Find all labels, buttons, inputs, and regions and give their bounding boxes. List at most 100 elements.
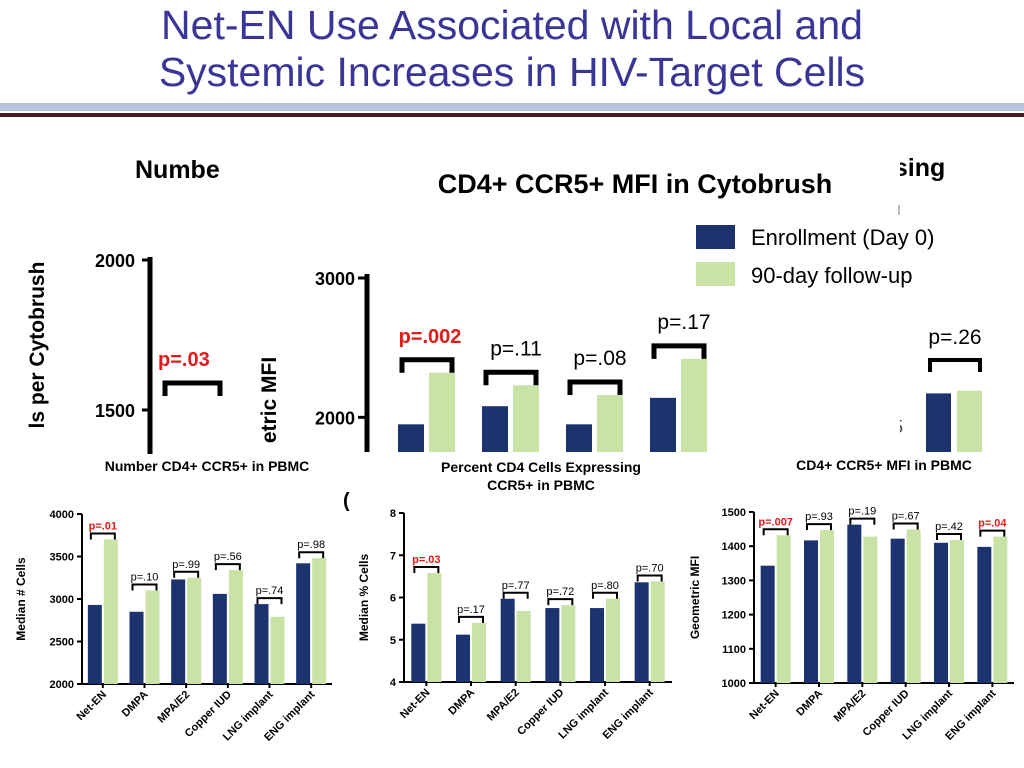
chart-mfi-pbmc: CD4+ CCR5+ MFI in PBMC Geometric MFI 1500 1… bbox=[676, 454, 1024, 768]
bar-enrollment bbox=[171, 579, 186, 684]
slide-title-line-1: Net-EN Use Associated with Local and bbox=[161, 2, 863, 48]
slide-title-line-2: Systemic Increases in HIV-Target Cells bbox=[158, 49, 866, 95]
pvalue-bracket bbox=[89, 532, 116, 540]
y-tick-label: 4 bbox=[390, 677, 397, 689]
pvalue-bracket bbox=[502, 591, 529, 599]
pvalue-label: p=.98 bbox=[297, 539, 325, 551]
bar-enrollment bbox=[847, 524, 862, 683]
pvalue-label: p=.26 bbox=[928, 326, 981, 349]
bar-followup bbox=[863, 536, 878, 683]
chart-percent-pbmc: Percent CD4 Cells Expressing CCR5+ in PBM… bbox=[344, 454, 674, 768]
background-ylabel-fragment: ls per Cytobrush bbox=[26, 262, 49, 429]
y-tick-label: 3500 bbox=[50, 552, 74, 564]
bar-enrollment bbox=[634, 582, 649, 682]
bar-enrollment bbox=[411, 623, 426, 682]
pvalue-label: p=.77 bbox=[502, 580, 530, 592]
bar-enrollment bbox=[456, 634, 470, 682]
bar-enrollment bbox=[254, 604, 269, 684]
bar-enrollment bbox=[482, 406, 508, 452]
pvalue-label: p=.007 bbox=[758, 516, 793, 528]
pvalue-label: p=.17 bbox=[457, 604, 485, 616]
bar-followup bbox=[312, 558, 327, 684]
pvalue-label: p=.93 bbox=[805, 511, 833, 523]
pvalue-label: p=.56 bbox=[214, 551, 242, 563]
pvalue-label: p=.002 bbox=[399, 326, 462, 348]
bar-followup bbox=[957, 390, 982, 452]
legend-swatch-followup bbox=[696, 262, 735, 286]
pvalue-label: p=.19 bbox=[848, 506, 876, 518]
background-title-fragment: Numbe bbox=[135, 156, 220, 184]
bar-followup bbox=[513, 385, 539, 452]
y-tick-label: 1200 bbox=[722, 610, 746, 622]
bar-followup bbox=[681, 358, 707, 452]
bar-enrollment bbox=[650, 397, 676, 452]
overlay-background-fill bbox=[240, 140, 900, 452]
pvalue-bracket bbox=[173, 570, 200, 578]
y-axis-label: Median % Cells bbox=[357, 553, 371, 641]
bar-enrollment bbox=[804, 540, 818, 683]
y-tick-label: 1400 bbox=[722, 541, 746, 553]
y-tick-label: 2500 bbox=[50, 637, 74, 649]
pvalue-bracket bbox=[399, 357, 455, 373]
y-tick-label: 3000 bbox=[315, 269, 355, 289]
pvalue-bracket bbox=[256, 597, 283, 605]
pvalue-bracket bbox=[458, 615, 484, 623]
background-fragment: ( bbox=[343, 490, 350, 512]
y-tick-label: 1000 bbox=[722, 678, 746, 690]
bar-enrollment bbox=[500, 598, 515, 682]
chart-number-pbmc: Number CD4+ CCR5+ in PBMC Median # Cells 4… bbox=[0, 454, 342, 768]
pvalue-bracket bbox=[849, 517, 876, 525]
bar-followup bbox=[228, 570, 243, 684]
y-tick-label: 1500 bbox=[722, 507, 746, 519]
title-divider-dark bbox=[0, 113, 1024, 117]
title-divider-light bbox=[0, 103, 1024, 111]
y-tick-label: 1300 bbox=[722, 575, 746, 587]
y-tick-label: 7 bbox=[390, 550, 396, 562]
pvalue-label: p=.03 bbox=[412, 554, 440, 566]
pvalue-label: p=.17 bbox=[657, 311, 710, 334]
bar-enrollment bbox=[590, 608, 604, 682]
pvalue-bracket bbox=[892, 522, 919, 530]
y-tick-label: 4000 bbox=[50, 509, 74, 521]
pvalue-label: p=.04 bbox=[978, 518, 1007, 530]
y-tick-label: 3000 bbox=[50, 594, 74, 606]
y-tick-label: 1100 bbox=[722, 644, 746, 656]
bar-enrollment bbox=[398, 424, 424, 452]
bar-enrollment bbox=[566, 424, 592, 452]
bar-followup bbox=[472, 622, 486, 682]
pvalue-bracket bbox=[214, 563, 241, 571]
bar-enrollment bbox=[934, 542, 948, 683]
bar-enrollment bbox=[890, 538, 905, 683]
pvalue-bracket bbox=[131, 583, 158, 591]
bar-enrollment bbox=[129, 611, 144, 684]
legend-label-followup: 90-day follow-up bbox=[751, 263, 912, 288]
pvalue-label: p=.03 bbox=[158, 349, 210, 371]
pbmc-charts: Number CD4+ CCR5+ in PBMC Median # Cells 4… bbox=[0, 454, 1024, 768]
legend-label-enrollment: Enrollment (Day 0) bbox=[751, 225, 934, 250]
bar-enrollment bbox=[926, 393, 951, 452]
chart-title: Number CD4+ CCR5+ in PBMC bbox=[105, 458, 310, 474]
pvalue-bracket bbox=[567, 379, 623, 396]
pvalue-bracket bbox=[936, 533, 962, 541]
pvalue-label: p=.80 bbox=[591, 580, 619, 592]
pvalue-label: p=.10 bbox=[131, 572, 159, 584]
pvalue-label: p=.42 bbox=[935, 521, 963, 533]
pvalue-label: p=.11 bbox=[490, 337, 542, 360]
chart-title: Percent CD4 Cells Expressing bbox=[441, 459, 641, 475]
y-tick-label: 5 bbox=[390, 635, 396, 647]
bar-enrollment bbox=[977, 546, 992, 683]
pvalue-bracket bbox=[483, 369, 539, 386]
y-tick-label: 6 bbox=[390, 593, 396, 605]
bar-enrollment bbox=[760, 565, 775, 683]
bar-followup bbox=[187, 577, 202, 684]
pvalue-bracket bbox=[413, 565, 440, 573]
chart-title: CD4+ CCR5+ MFI in PBMC bbox=[796, 457, 972, 473]
pvalue-label: p=.72 bbox=[546, 586, 574, 598]
bar-followup bbox=[270, 616, 285, 684]
pvalue-bracket bbox=[928, 358, 982, 372]
bar-enrollment bbox=[212, 593, 227, 684]
bar-followup bbox=[145, 590, 160, 684]
y-tick-label: 2000 bbox=[50, 679, 74, 691]
pvalue-bracket bbox=[547, 598, 574, 606]
